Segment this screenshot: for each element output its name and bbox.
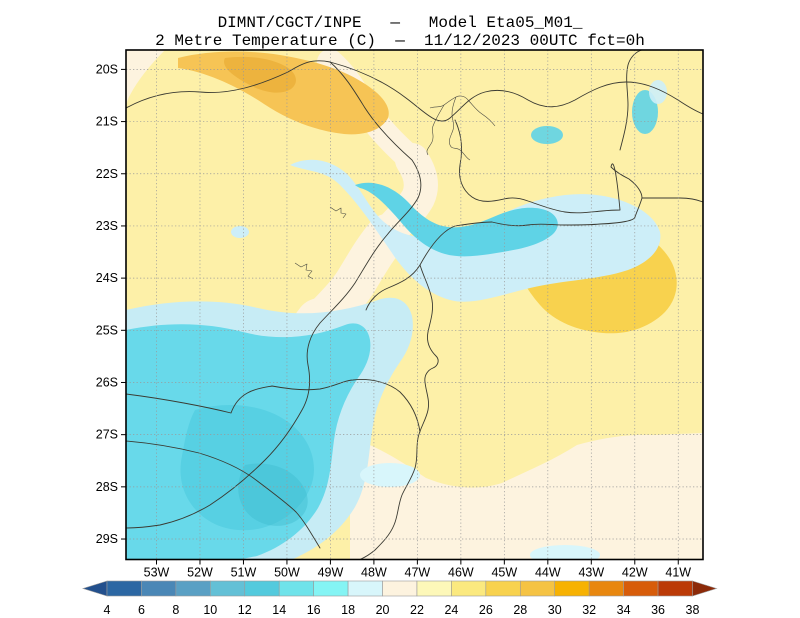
svg-text:36: 36 <box>651 603 665 617</box>
svg-text:18: 18 <box>341 603 355 617</box>
svg-text:14: 14 <box>272 603 286 617</box>
svg-text:8: 8 <box>172 603 179 617</box>
svg-text:28: 28 <box>513 603 527 617</box>
svg-text:24: 24 <box>444 603 458 617</box>
svg-text:16: 16 <box>307 603 321 617</box>
svg-text:38: 38 <box>686 603 700 617</box>
svg-text:6: 6 <box>138 603 145 617</box>
svg-text:22: 22 <box>410 603 424 617</box>
svg-text:12: 12 <box>238 603 252 617</box>
svg-text:10: 10 <box>203 603 217 617</box>
svg-text:26: 26 <box>479 603 493 617</box>
svg-text:30: 30 <box>548 603 562 617</box>
svg-text:32: 32 <box>582 603 596 617</box>
svg-text:20: 20 <box>376 603 390 617</box>
svg-text:34: 34 <box>617 603 631 617</box>
svg-text:4: 4 <box>104 603 111 617</box>
